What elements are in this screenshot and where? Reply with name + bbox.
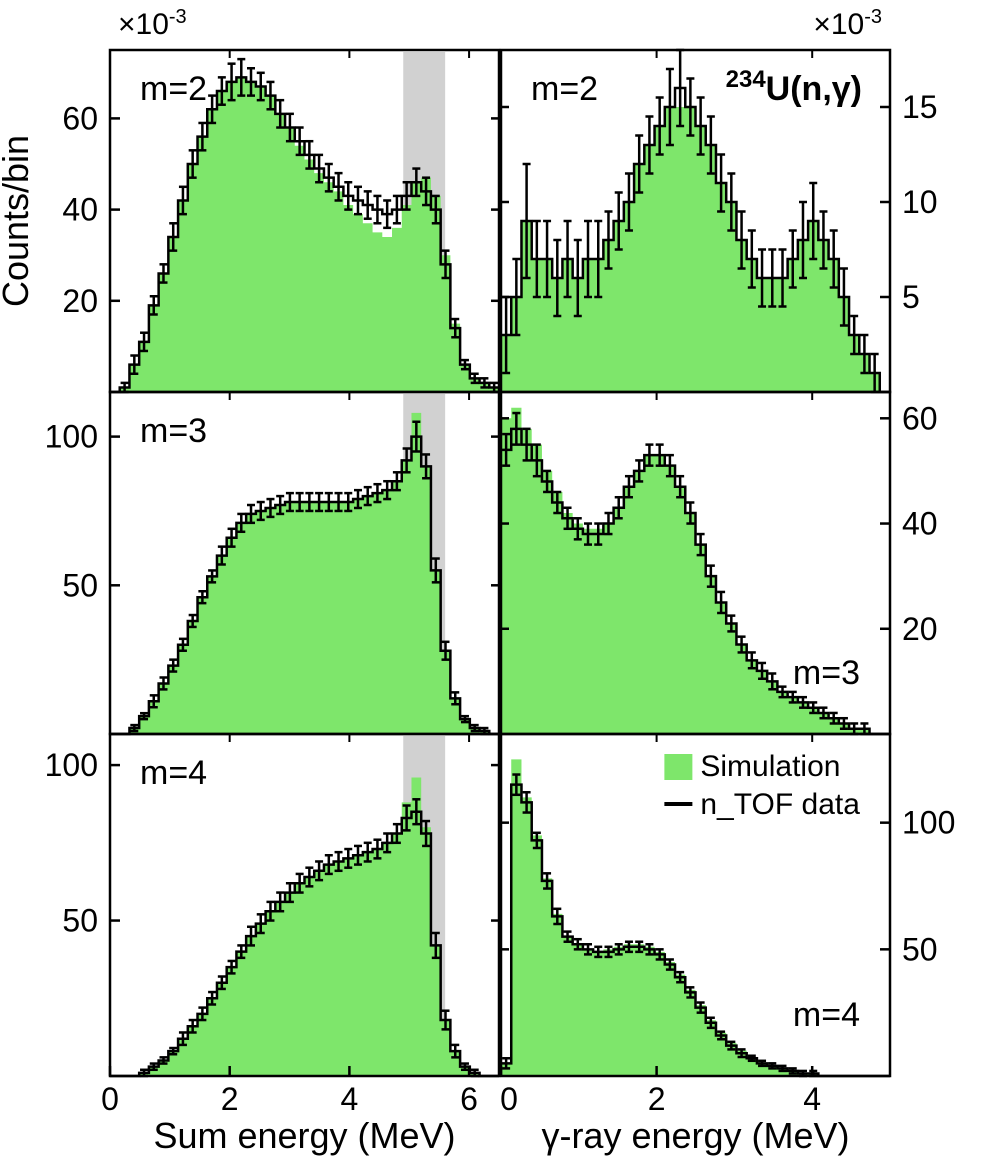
x-axis-label-right: γ-ray energy (MeV): [541, 1115, 849, 1156]
svg-text:50: 50: [62, 903, 98, 939]
panel-label: m=2: [531, 70, 598, 108]
svg-text:2: 2: [221, 1081, 239, 1117]
svg-text:60: 60: [62, 100, 98, 136]
svg-text:100: 100: [45, 747, 98, 783]
y-axis-label: Counts/bin: [0, 135, 36, 307]
legend-sim-label: Simulation: [700, 750, 840, 783]
panel-label: m=4: [140, 754, 207, 792]
svg-text:50: 50: [62, 567, 98, 603]
svg-text:0: 0: [500, 1081, 518, 1117]
svg-text:100: 100: [902, 805, 955, 841]
svg-text:50: 50: [902, 931, 938, 967]
spectrum-figure: 204060m=250100m=3501000246m=451015m=2204…: [0, 0, 1000, 1166]
svg-text:6: 6: [460, 1081, 478, 1117]
panel-label: m=4: [793, 996, 860, 1034]
panel-label: m=2: [140, 70, 207, 108]
svg-text:60: 60: [902, 400, 938, 436]
svg-text:4: 4: [340, 1081, 358, 1117]
svg-text:40: 40: [62, 192, 98, 228]
x-axis-label-left: Sum energy (MeV): [153, 1115, 455, 1156]
svg-text:4: 4: [803, 1081, 821, 1117]
svg-text:0: 0: [101, 1081, 119, 1117]
svg-text:40: 40: [902, 506, 938, 542]
panel-label: m=3: [793, 654, 860, 692]
panel-label: m=3: [140, 412, 207, 450]
svg-text:5: 5: [902, 279, 920, 315]
svg-text:20: 20: [902, 611, 938, 647]
legend-sim-swatch: [664, 754, 692, 780]
svg-text:2: 2: [648, 1081, 666, 1117]
svg-text:100: 100: [45, 419, 98, 455]
legend-data-label: n_TOF data: [700, 788, 860, 821]
svg-text:10: 10: [902, 184, 938, 220]
svg-text:15: 15: [902, 89, 938, 125]
svg-text:20: 20: [62, 283, 98, 319]
